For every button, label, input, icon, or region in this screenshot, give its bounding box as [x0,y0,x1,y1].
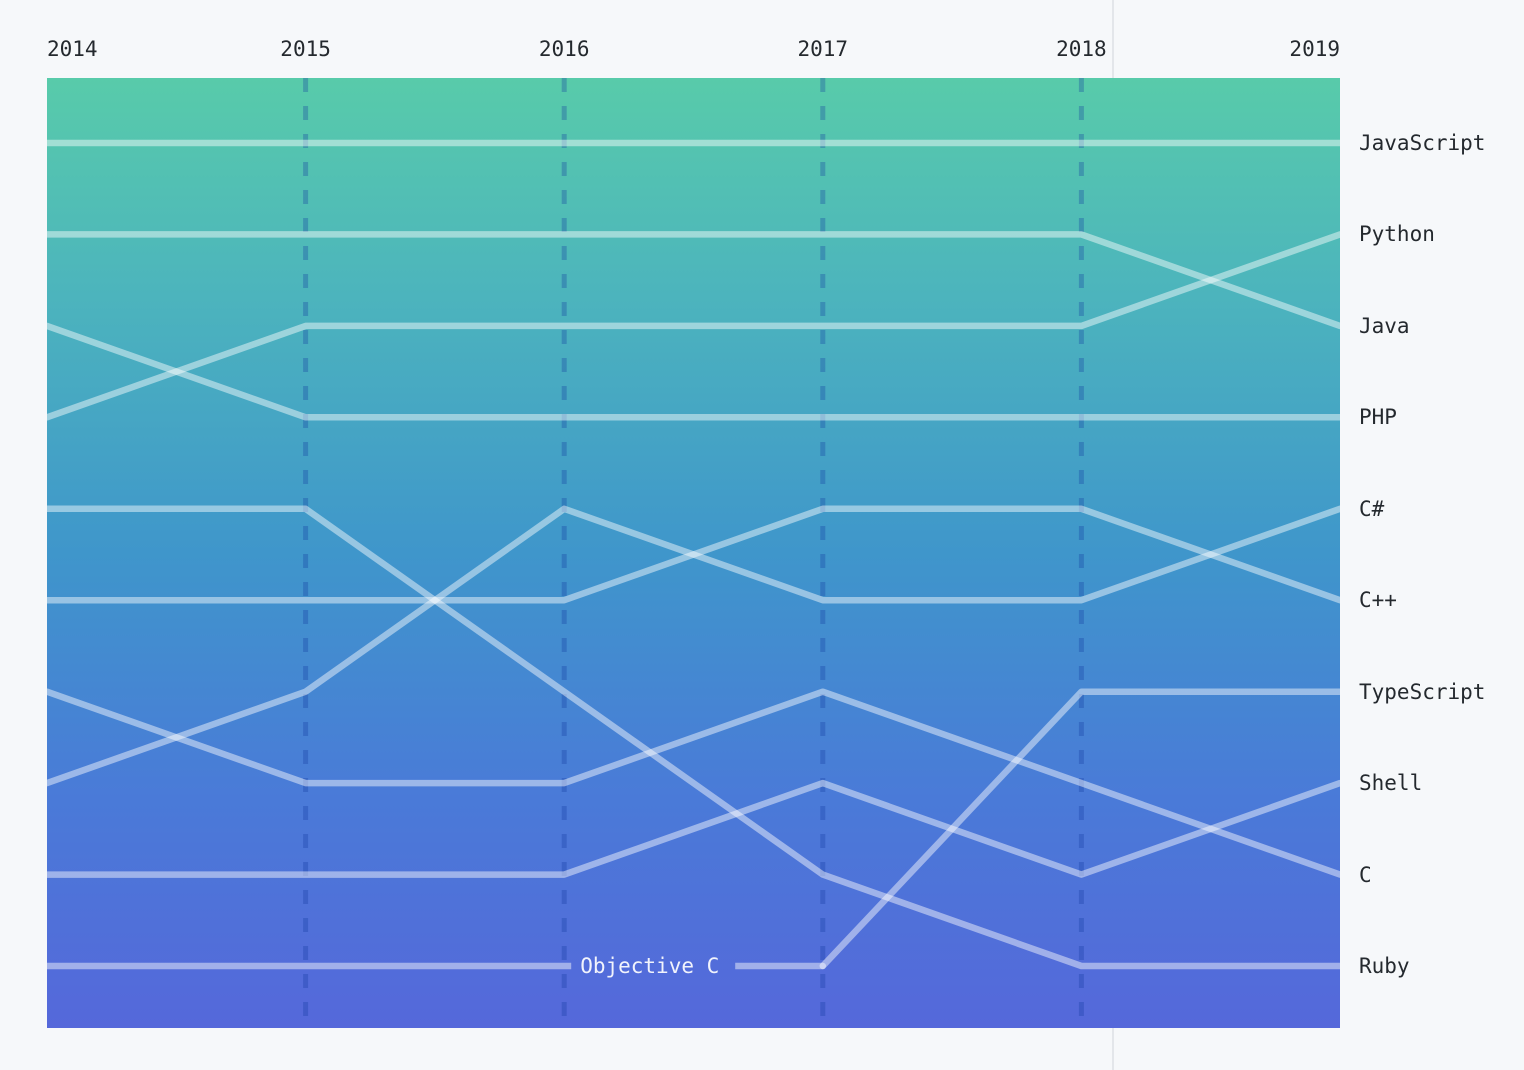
series-line-c[interactable] [47,688,1340,878]
year-label-2019: 2019 [1289,37,1340,61]
year-label-2014: 2014 [47,37,98,61]
lang-label-php: PHP [1359,405,1397,430]
lang-label-python: Python [1359,222,1435,247]
language-rank-bump-chart: Objective C [47,78,1340,1028]
series-line-shell[interactable] [47,779,1340,878]
lang-label-ruby: Ruby [1359,954,1410,978]
series-line-python[interactable] [47,231,1340,421]
lang-label-shell: Shell [1359,771,1423,796]
series-line-typescript[interactable] [819,688,1340,970]
bump-chart-canvas: Objective C [47,78,1340,1028]
lang-label-csharp: C# [1359,496,1385,521]
lang-label-c: C [1359,862,1372,887]
series-line-cplusplus[interactable] [47,505,1340,604]
lang-label-javascript: JavaScript [1359,131,1486,155]
series-line-csharp[interactable] [47,505,1340,787]
inline-label-mask [571,947,736,985]
series-line-java[interactable] [47,231,1340,330]
year-label-2017: 2017 [797,37,849,61]
lang-label-cplusplus: C++ [1359,588,1397,613]
year-label-2018: 2018 [1056,37,1107,61]
year-label-2016: 2016 [538,37,590,61]
chart-gradient-background [47,78,1340,1028]
series-line-php[interactable] [47,322,1340,421]
inline-label-objective-c: Objective C [580,954,719,978]
lang-label-typescript: TypeScript [1359,679,1486,704]
year-label-2015: 2015 [280,37,331,61]
series-line-ruby[interactable] [47,505,1340,970]
lang-label-java: Java [1359,313,1410,338]
